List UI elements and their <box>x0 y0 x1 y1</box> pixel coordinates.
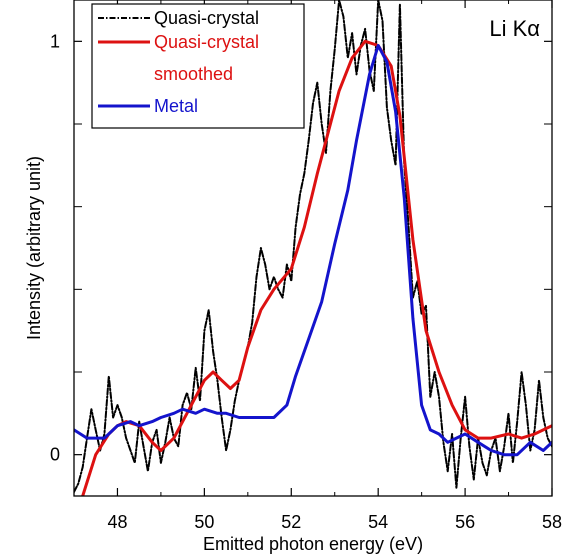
series-layer <box>74 0 552 496</box>
series-line-quasi-crystal <box>74 0 552 493</box>
y-axis-title: Intensity (arbitrary unit) <box>24 156 44 340</box>
x-tick-label: 50 <box>194 512 214 532</box>
legend-label: Quasi-crystal <box>154 8 259 28</box>
x-tick-label: 52 <box>281 512 301 532</box>
legend-label-line2: smoothed <box>154 64 233 84</box>
series-line-quasi-crystal-smoothed <box>81 39 552 496</box>
x-tick-label: 58 <box>542 512 562 532</box>
x-tick-label: 48 <box>107 512 127 532</box>
x-tick-label: 54 <box>368 512 388 532</box>
y-tick-label: 1 <box>50 31 60 51</box>
annotation-li-kalpha: Li Kα <box>489 16 540 41</box>
legend-label: Metal <box>154 96 198 116</box>
tick-layer: 48 50 52 54 56 58 0 1 <box>50 0 562 532</box>
legend-label: Quasi-crystal <box>154 32 259 52</box>
x-tick-label: 56 <box>455 512 475 532</box>
y-tick-label: 0 <box>50 445 60 465</box>
series-line-metal <box>74 44 552 457</box>
x-axis-title: Emitted photon energy (eV) <box>203 534 423 554</box>
plot-frame <box>73 0 553 497</box>
legend: Quasi-crystal Quasi-crystal smoothed Metal <box>91 3 305 129</box>
